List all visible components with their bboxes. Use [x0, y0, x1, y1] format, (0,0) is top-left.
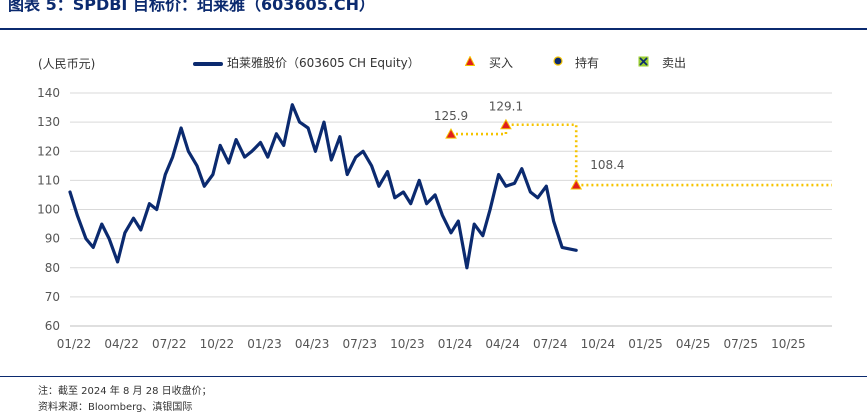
x-tick-label: 10/25: [771, 337, 806, 351]
target-price-label: 129.1: [489, 100, 523, 114]
buy-triangle-icon: [465, 56, 475, 66]
y-tick-label: 140: [37, 86, 60, 100]
target-price-label: 108.4: [590, 158, 624, 172]
x-tick-label: 01/22: [57, 337, 92, 351]
x-tick-label: 10/22: [200, 337, 235, 351]
y-tick-label: 70: [45, 290, 60, 304]
x-tick-label: 07/22: [152, 337, 187, 351]
y-tick-label: 110: [37, 173, 60, 187]
y-tick-label: 80: [45, 261, 60, 275]
sell-cross-icon: [638, 56, 649, 67]
x-tick-label: 01/24: [438, 337, 473, 351]
y-tick-label: 130: [37, 115, 60, 129]
legend-item-price: 珀莱雅股价（603605 CH Equity）: [193, 54, 420, 71]
x-tick-label: 07/23: [342, 337, 377, 351]
target-price-line: [451, 123, 832, 187]
legend-label-sell: 卖出: [662, 56, 687, 70]
legend-label-buy: 买入: [489, 56, 514, 70]
hold-circle-icon: [553, 56, 563, 66]
y-tick-label: 120: [37, 144, 60, 158]
legend-label-price: 珀莱雅股价（603605 CH Equity）: [227, 56, 420, 70]
x-tick-label: 04/24: [485, 337, 520, 351]
y-tick-label: 100: [37, 203, 60, 217]
y-tick-label: 90: [45, 232, 60, 246]
chart-title: 图表 5：SPDBI 目标价：珀莱雅（603605.CH）: [8, 0, 375, 14]
x-tick-label: 04/25: [676, 337, 711, 351]
bottom-divider: [0, 376, 867, 377]
source-note: 资料来源：Bloomberg、滇银国际: [38, 402, 193, 413]
price-series-line: [68, 103, 578, 270]
stock-price-chart: 60 70 80 90 100 110 120 130 140 01/22 04/22 07/22 1…: [37, 86, 832, 351]
x-tick-label: 10/24: [581, 337, 616, 351]
target-price-label: 125.9: [434, 109, 468, 123]
x-tick-label: 01/25: [628, 337, 663, 351]
buy-marker: [500, 118, 512, 130]
x-tick-label: 04/22: [104, 337, 139, 351]
x-tick-label: 10/23: [390, 337, 425, 351]
x-tick-label: 07/24: [533, 337, 568, 351]
y-tick-label: 60: [45, 319, 60, 333]
footnote: 注：截至 2024 年 8 月 28 日收盘价；: [38, 386, 212, 397]
buy-marker: [570, 179, 583, 190]
line-swatch-icon: [193, 61, 223, 66]
top-divider: [0, 28, 867, 30]
y-axis-unit-label: (人民币元): [38, 57, 96, 71]
x-tick-label: 01/23: [247, 337, 282, 351]
legend-label-hold: 持有: [575, 56, 600, 70]
x-tick-label: 04/23: [295, 337, 330, 351]
buy-marker: [445, 128, 457, 139]
x-tick-label: 07/25: [723, 337, 758, 351]
